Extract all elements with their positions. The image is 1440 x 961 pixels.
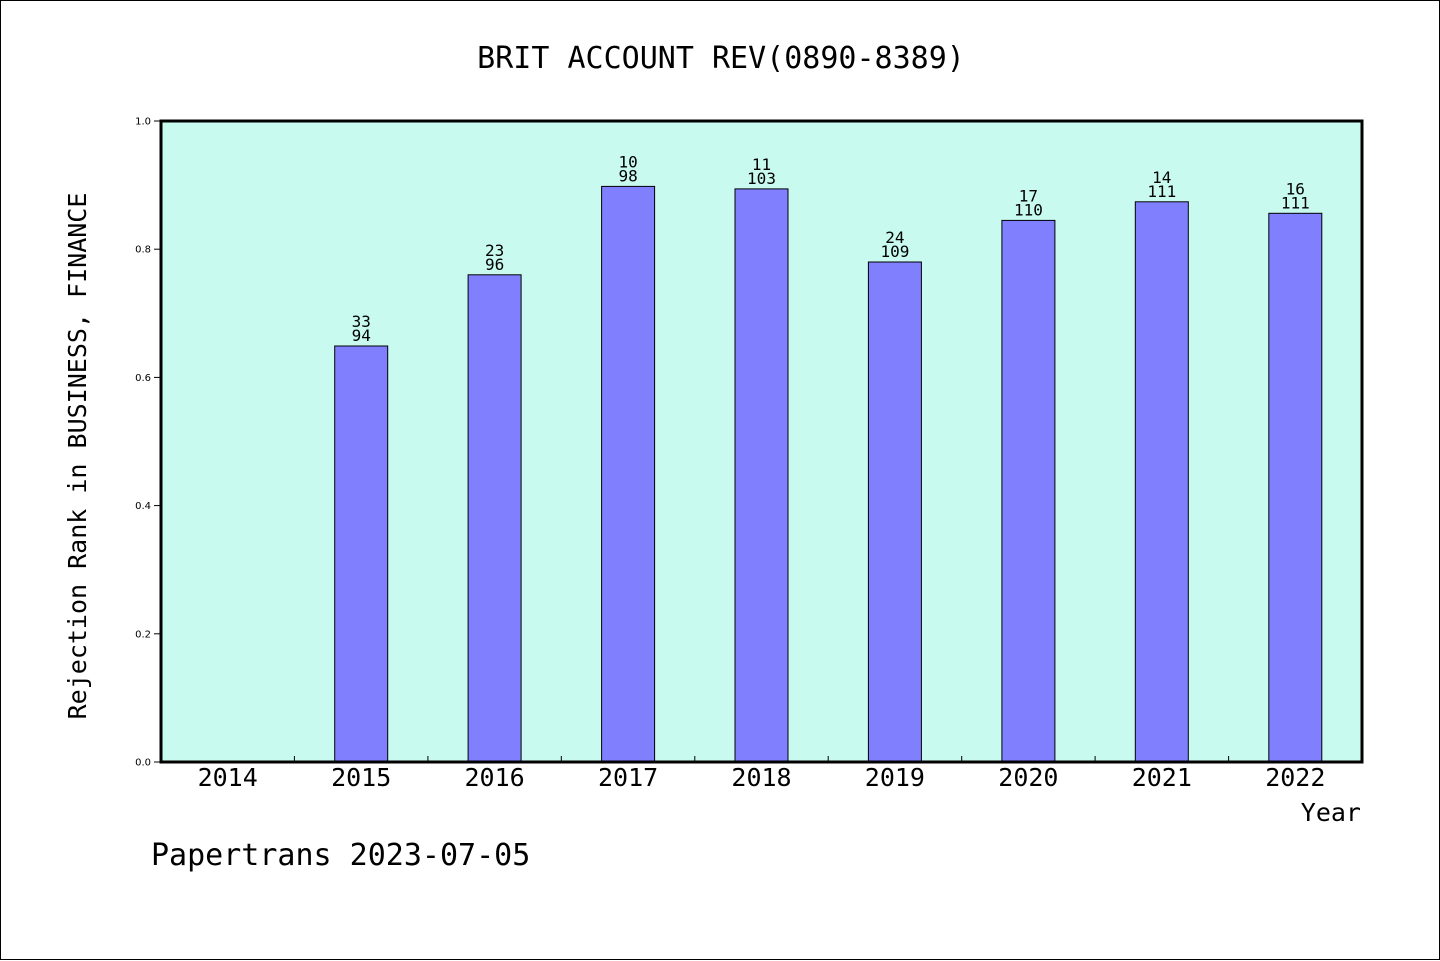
y-tick-label: 0.6 [135,373,151,384]
bar-2015 [334,345,389,763]
data-label-lower-2016: 96 [485,255,504,274]
data-label-upper-2022: 16 [1286,179,1305,198]
chart-title: BRIT ACCOUNT REV(0890-8389) [477,41,965,76]
y-axis-ticks: 0.0 0.2 0.4 0.6 0.8 1.0 [135,117,161,769]
x-axis-ticks: 2014 2015 2016 2017 2018 2019 2020 2021 2022 [198,756,1325,792]
data-label-lower-2020: 110 [1014,200,1043,219]
x-tick-label-2020: 2020 [998,763,1058,792]
bar-2018 [734,188,789,763]
bar-2017 [601,185,656,763]
x-tick-label-2017: 2017 [598,763,658,792]
x-tick-label-2018: 2018 [731,763,791,792]
footer-text: Papertrans 2023-07-05 [151,838,530,873]
data-label-lower-2017: 98 [618,166,637,185]
y-tick-label: 1.0 [135,117,151,128]
data-label-lower-2019: 109 [880,242,909,261]
y-axis-label: Rejection Rank in BUSINESS, FINANCE [63,193,92,720]
plot-border [159,119,1364,764]
x-tick-label-2016: 2016 [464,763,524,792]
data-label-upper-2021: 14 [1152,168,1171,187]
data-label-lower-2018: 103 [747,169,776,188]
data-label-upper-2020: 17 [1019,186,1038,205]
bar-2019 [867,261,922,763]
y-tick-label: 0.8 [135,245,151,256]
data-label-upper-2016: 23 [485,241,504,260]
data-label-upper-2015: 33 [352,312,371,331]
y-tick-label: 0.4 [135,501,151,512]
data-label-lower-2022: 111 [1281,193,1310,212]
x-tick-label-2022: 2022 [1265,763,1325,792]
y-tick-label: 0.2 [135,629,151,640]
x-tick-label-2019: 2019 [865,763,925,792]
data-label-lower-2021: 111 [1147,182,1176,201]
x-tick-label-2015: 2015 [331,763,391,792]
bar-2022 [1268,212,1323,763]
bar-2016 [467,274,522,763]
y-tick-label: 0.0 [135,758,151,769]
x-tick-label-2014: 2014 [198,763,258,792]
x-tick-label-2021: 2021 [1132,763,1192,792]
data-label-lower-2015: 94 [352,326,371,345]
bar-2020 [1001,219,1056,763]
data-label-upper-2019: 24 [885,228,904,247]
data-label-upper-2018: 11 [752,155,771,174]
bars-group [334,185,1323,763]
data-label-upper-2017: 10 [618,152,637,171]
bar-2021 [1134,201,1189,763]
x-axis-label: Year [1301,798,1361,827]
